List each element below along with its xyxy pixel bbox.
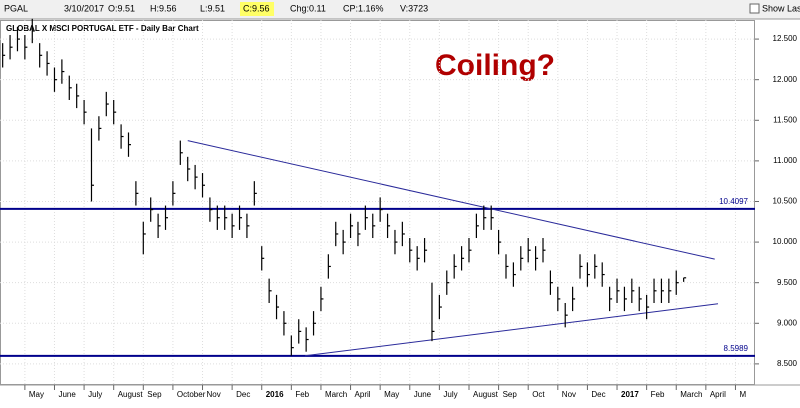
y-tick-label: 10.000	[773, 237, 798, 246]
horizontal-line-label: 8.5989	[724, 344, 749, 353]
x-tick-label: April	[710, 390, 726, 399]
trendline	[304, 303, 719, 357]
x-tick-label: Dec	[591, 390, 605, 399]
y-tick-label: 10.500	[773, 197, 798, 206]
x-tick-label: July	[443, 390, 457, 399]
x-tick-label: October	[177, 390, 206, 399]
y-tick-label: 9.000	[777, 318, 798, 327]
x-tick-label: July	[88, 390, 102, 399]
x-tick-label: Feb	[295, 390, 309, 399]
show-last-checkbox[interactable]	[749, 3, 760, 14]
header-bar	[0, 0, 800, 19]
y-tick-label: 9.500	[777, 278, 798, 287]
y-tick-label: 8.500	[777, 359, 798, 368]
y-tick-label: 12.500	[773, 34, 798, 43]
low: L:9.51	[200, 3, 225, 13]
x-tick-label: Oct	[532, 390, 545, 399]
close: C:9.56	[243, 3, 270, 13]
x-tick-label: Sep	[503, 390, 518, 399]
x-tick-label: 2017	[621, 390, 639, 399]
x-tick-label: May	[384, 390, 399, 399]
x-tick-label: Feb	[651, 390, 665, 399]
x-tick-label: June	[414, 390, 432, 399]
x-tick-label: April	[355, 390, 371, 399]
y-tick-label: 11.500	[773, 115, 797, 124]
change-pct: CP:1.16%	[343, 3, 384, 13]
x-tick-label: Dec	[236, 390, 250, 399]
trendline	[187, 140, 715, 260]
x-tick-label: August	[473, 390, 499, 399]
y-tick-label: 11.000	[773, 156, 797, 165]
high: H:9.56	[150, 3, 177, 13]
x-tick-label: May	[29, 390, 44, 399]
horizontal-line-label: 10.4097	[719, 197, 748, 206]
show-last-label[interactable]: Show Last	[762, 3, 800, 13]
open: O:9.51	[108, 3, 135, 13]
date: 3/10/2017	[64, 3, 104, 13]
x-tick-label: Nov	[207, 390, 221, 399]
x-tick-label: June	[58, 390, 76, 399]
change: Chg:0.11	[290, 3, 326, 13]
x-tick-label: M	[739, 390, 746, 399]
x-tick-label: August	[118, 390, 144, 399]
close-highlight	[240, 2, 274, 16]
x-tick-label: Sep	[147, 390, 162, 399]
x-tick-label: March	[325, 390, 347, 399]
symbol: PGAL	[4, 3, 28, 13]
y-tick-label: 12.000	[773, 75, 798, 84]
chart-title: GLOBAL X MSCI PORTUGAL ETF - Daily Bar C…	[6, 24, 199, 33]
x-tick-label: March	[680, 390, 702, 399]
volume: V:3723	[400, 3, 428, 13]
x-tick-label: 2016	[266, 390, 284, 399]
x-tick-label: Nov	[562, 390, 576, 399]
annotation: Coiling?	[435, 49, 555, 82]
